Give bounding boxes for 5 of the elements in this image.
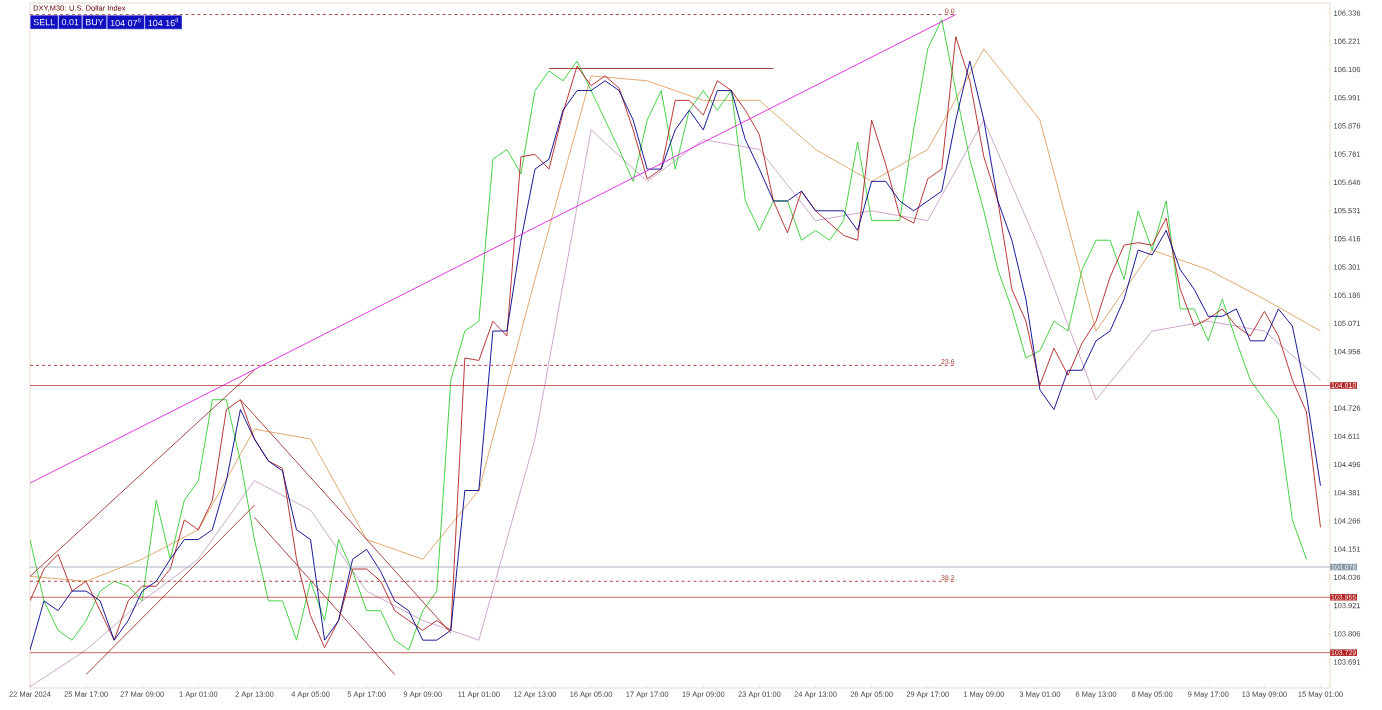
annotation: 0.01 <box>61 18 79 26</box>
annotation: BUY <box>86 18 104 26</box>
annotation: SELL <box>33 18 55 26</box>
annotation: 104 16$^{8}$ <box>148 18 179 27</box>
annotation: 104 07$^{8}$ <box>110 18 141 27</box>
